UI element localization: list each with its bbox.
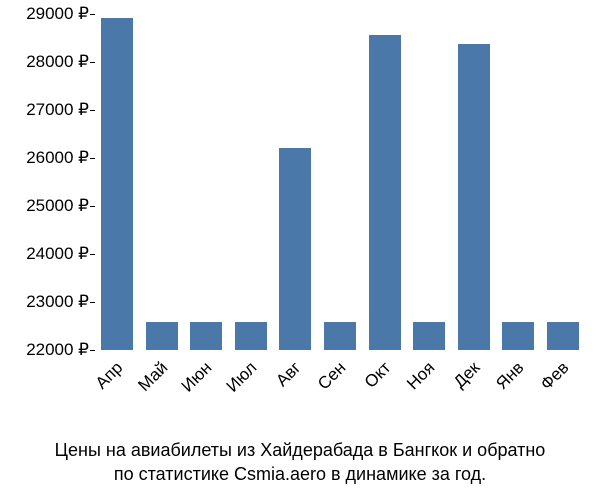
- bar: [413, 322, 445, 350]
- y-tick-mark: [90, 302, 95, 303]
- bar: [146, 322, 178, 350]
- y-tick-mark: [90, 110, 95, 111]
- x-tick-label: Окт: [360, 358, 394, 392]
- y-tick-label: 24000 ₽: [26, 244, 89, 264]
- y-tick-mark: [90, 158, 95, 159]
- y-tick-mark: [90, 14, 95, 15]
- y-tick-mark: [90, 254, 95, 255]
- x-tick-label: Июл: [223, 358, 262, 397]
- x-tick-label: Май: [134, 358, 172, 396]
- bar: [235, 322, 267, 350]
- y-tick-label: 22000 ₽: [26, 340, 89, 360]
- x-tick-label: Ноя: [403, 358, 439, 394]
- y-tick-mark: [90, 206, 95, 207]
- bar: [502, 322, 534, 350]
- bar: [547, 322, 579, 350]
- x-tick-label: Авг: [273, 358, 306, 391]
- x-tick-label: Фев: [537, 358, 573, 394]
- x-tick-label: Апр: [92, 358, 127, 393]
- bar: [101, 18, 133, 350]
- y-tick-mark: [90, 62, 95, 63]
- caption-line-2: по статистике Csmia.aero в динамике за г…: [0, 462, 600, 486]
- y-tick-label: 26000 ₽: [26, 148, 89, 168]
- caption-line-1: Цены на авиабилеты из Хайдерабада в Банг…: [0, 438, 600, 462]
- bar: [458, 44, 490, 350]
- bar: [190, 322, 222, 350]
- bar: [324, 322, 356, 350]
- x-tick-label: Янв: [492, 358, 528, 394]
- y-tick-label: 23000 ₽: [26, 292, 89, 312]
- y-tick-label: 29000 ₽: [26, 4, 89, 24]
- bar: [369, 35, 401, 350]
- x-tick-label: Сен: [314, 358, 350, 394]
- bar: [279, 148, 311, 350]
- y-tick-label: 28000 ₽: [26, 52, 89, 72]
- chart-caption: Цены на авиабилеты из Хайдерабада в Банг…: [0, 438, 600, 486]
- y-tick-mark: [90, 350, 95, 351]
- plot-area: 22000 ₽23000 ₽24000 ₽25000 ₽26000 ₽27000…: [95, 14, 585, 350]
- price-chart: 22000 ₽ 23000 ₽ 24000 ₽ 25000 ₽ 26000 ₽ 27000…: [0, 0, 600, 500]
- y-tick-label: 25000 ₽: [26, 196, 89, 216]
- x-tick-label: Дек: [450, 358, 484, 392]
- x-tick-label: Июн: [178, 358, 216, 396]
- y-tick-label: 27000 ₽: [26, 100, 89, 120]
